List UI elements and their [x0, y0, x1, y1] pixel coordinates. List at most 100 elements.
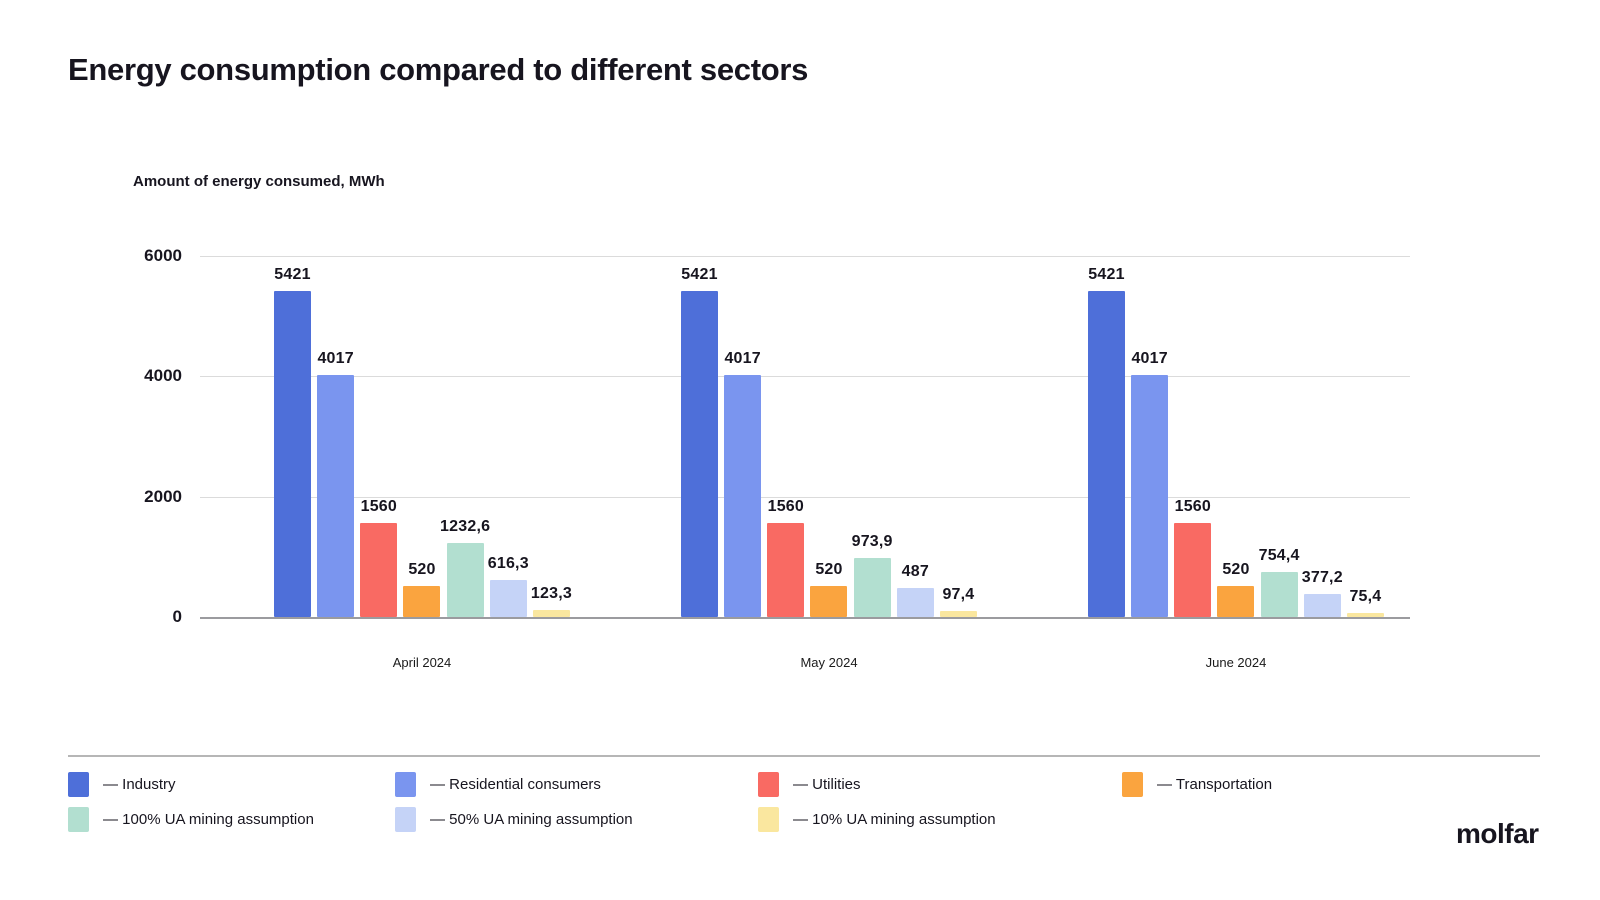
bar-residential-consumers-april-2024: 4017	[317, 350, 355, 617]
y-tick-6000: 6000	[144, 246, 182, 265]
bar-industry-june-2024: 5421	[1088, 266, 1125, 617]
bar-rect	[1303, 594, 1341, 617]
bar-rect	[446, 542, 484, 617]
gridline-6000	[200, 256, 1410, 257]
bar-value-label: 75,4	[1349, 587, 1382, 605]
bar-value-label: 616,3	[487, 554, 529, 572]
bar-rect	[1346, 612, 1384, 617]
bar-value-label: 1560	[767, 498, 805, 516]
legend-item-transportation: — Transportation	[1122, 771, 1540, 797]
legend-item-industry: — Industry	[68, 771, 395, 797]
bar-value-label: 5421	[1088, 265, 1125, 283]
bar-rect	[1088, 290, 1125, 617]
legend-label: — Residential consumers	[430, 775, 601, 793]
y-tick-2000: 2000	[144, 486, 182, 506]
legend-label: — Utilities	[793, 775, 861, 793]
bar-value-label: 123,3	[530, 584, 572, 602]
gridline-4000	[200, 376, 1410, 378]
bar-50-ua-mining-assumption-may-2024: 487	[896, 563, 934, 617]
legend-swatch-10-ua-mining-assumption	[758, 806, 779, 832]
bar-rect	[360, 523, 398, 617]
bar-value-label: 754,4	[1258, 546, 1300, 564]
bar-industry-may-2024: 5421	[681, 266, 718, 617]
legend-label: — 100% UA mining assumption	[103, 810, 314, 828]
bar-value-label: 487	[901, 562, 929, 580]
bar-rect	[1217, 585, 1255, 617]
bar-value-label: 5421	[681, 265, 718, 283]
bar-value-label: 1560	[1174, 498, 1212, 516]
bar-rect	[767, 523, 805, 617]
x-tick-june-2024: June 2024	[1205, 655, 1267, 670]
bar-rect	[896, 587, 934, 617]
bar-value-label: 377,2	[1301, 569, 1343, 587]
legend-item-10-ua-mining-assumption: — 10% UA mining assumption	[758, 806, 1122, 832]
bar-value-label: 5421	[274, 265, 311, 283]
bar-rect	[853, 558, 891, 617]
molfar-logo: molfar	[1456, 818, 1539, 849]
bar-100-ua-mining-assumption-april-2024: 1232,6	[440, 518, 490, 617]
legend-item-utilities: — Utilities	[758, 771, 1122, 797]
bar-rect	[724, 375, 762, 617]
bar-value-label: 520	[1222, 560, 1250, 578]
bar-50-ua-mining-assumption-april-2024: 616,3	[488, 555, 529, 617]
x-tick-april-2024: April 2024	[392, 655, 452, 670]
bar-transportation-june-2024: 520	[1217, 561, 1255, 617]
legend-item-50-ua-mining-assumption: — 50% UA mining assumption	[395, 806, 758, 832]
bar-value-label: 1232,6	[440, 517, 491, 535]
legend-item-100-ua-mining-assumption: — 100% UA mining assumption	[68, 806, 395, 832]
legend-item-residential-consumers: — Residential consumers	[395, 771, 758, 797]
bar-value-label: 520	[408, 560, 436, 578]
bar-group-may-2024: 5421 4017 1560 520 973,9 487 97,4	[681, 256, 977, 617]
bar-rect	[810, 585, 848, 617]
legend-swatch-50-ua-mining-assumption	[395, 806, 416, 832]
bar-value-label: 4017	[724, 350, 761, 368]
bar-residential-consumers-june-2024: 4017	[1131, 350, 1169, 617]
bar-value-label: 97,4	[942, 586, 975, 604]
bar-10-ua-mining-assumption-june-2024: 75,4	[1346, 588, 1384, 617]
bar-rect	[681, 290, 718, 617]
bar-value-label: 520	[815, 560, 843, 578]
bar-rect	[274, 290, 311, 617]
bar-rect	[1174, 523, 1212, 617]
bar-value-label: 4017	[317, 350, 354, 368]
bar-rect	[1260, 571, 1298, 617]
bar-rect	[532, 609, 570, 617]
bar-transportation-april-2024: 520	[403, 561, 441, 617]
gridline-2000	[200, 496, 1410, 498]
y-tick-0: 0	[172, 607, 182, 626]
legend-label: — 10% UA mining assumption	[793, 810, 996, 828]
bar-group-june-2024: 5421 4017 1560 520 754,4 377,2 75,4	[1088, 256, 1384, 617]
bar-10-ua-mining-assumption-may-2024: 97,4	[939, 586, 977, 617]
x-tick-may-2024: May 2024	[800, 655, 858, 670]
bar-transportation-may-2024: 520	[810, 561, 848, 617]
chart-plot: 6000 4000 2000 0 5421 4017 1560 520 1232,6 616,3 1…	[144, 246, 1410, 626]
legend-label: — Industry	[103, 775, 176, 793]
bar-utilities-april-2024: 1560	[360, 498, 398, 617]
bar-utilities-june-2024: 1560	[1174, 498, 1212, 617]
bar-100-ua-mining-assumption-may-2024: 973,9	[852, 533, 892, 617]
y-tick-4000: 4000	[144, 366, 182, 386]
bar-group-april-2024: 5421 4017 1560 520 1232,6 616,3 123,3	[274, 256, 572, 617]
bar-rect	[489, 579, 527, 617]
y-axis-title: Amount of energy consumed, MWh	[133, 173, 385, 190]
gridline-0	[200, 617, 1410, 619]
legend-swatch-100-ua-mining-assumption	[68, 806, 89, 832]
page-title: Energy consumption compared to different…	[68, 52, 809, 87]
legend-swatch-residential-consumers	[395, 771, 416, 797]
bar-50-ua-mining-assumption-june-2024: 377,2	[1302, 569, 1343, 617]
chart-legend: — Industry — Residential consumers — Utili…	[68, 771, 1540, 832]
legend-swatch-industry	[68, 771, 89, 797]
bar-10-ua-mining-assumption-april-2024: 123,3	[531, 585, 572, 617]
bar-rect	[939, 611, 977, 617]
legend-label: — Transportation	[1157, 775, 1273, 793]
bar-utilities-may-2024: 1560	[767, 498, 805, 617]
bar-rect	[317, 375, 355, 617]
bar-100-ua-mining-assumption-june-2024: 754,4	[1259, 547, 1299, 617]
bar-value-label: 1560	[360, 498, 398, 516]
bar-residential-consumers-may-2024: 4017	[724, 350, 762, 617]
legend-label: — 50% UA mining assumption	[430, 810, 633, 828]
bar-rect	[403, 585, 441, 617]
legend-swatch-utilities	[758, 771, 779, 797]
bar-value-label: 973,9	[851, 533, 893, 551]
